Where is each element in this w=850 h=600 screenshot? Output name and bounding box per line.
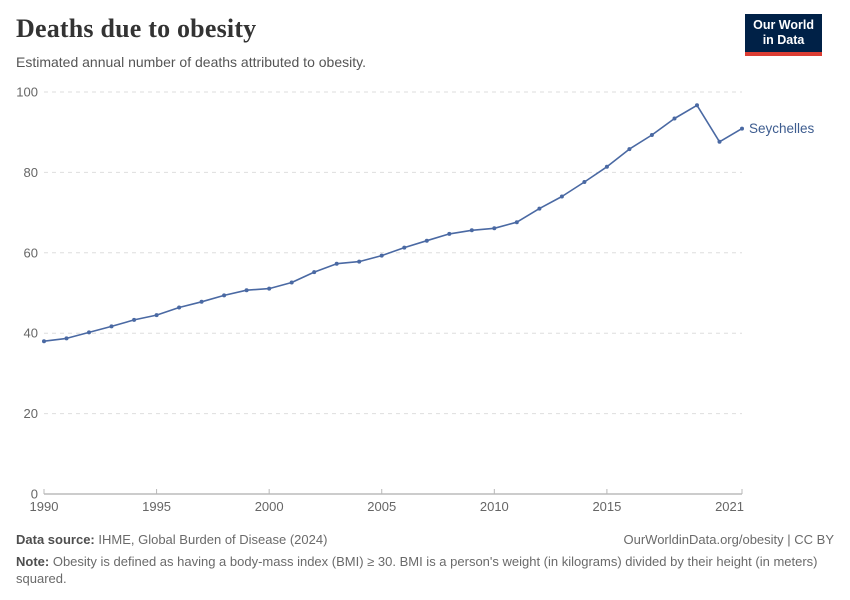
note-text: Obesity is defined as having a body-mass… (16, 553, 818, 587)
data-point-marker (447, 231, 452, 236)
data-point-marker (154, 313, 159, 318)
x-tick-label: 2010 (480, 499, 509, 514)
owid-logo-line2: in Data (762, 33, 805, 48)
y-tick-label: 100 (16, 85, 38, 100)
attribution: OurWorldinData.org/obesity | CC BY (623, 532, 835, 547)
chart-header: Deaths due to obesity Estimated annual n… (16, 14, 834, 71)
y-tick-label: 0 (31, 487, 38, 502)
data-point-marker (740, 126, 744, 131)
y-tick-label: 80 (24, 165, 38, 180)
data-point-marker (695, 103, 699, 108)
x-tick-label: 2000 (255, 499, 284, 514)
owid-logo-line1: Our World (753, 18, 814, 32)
data-source-text: IHME, Global Burden of Disease (2024) (98, 532, 328, 547)
data-point-marker (177, 305, 182, 310)
source-row: Data source: IHME, Global Burden of Dise… (16, 531, 834, 549)
data-point-marker (672, 116, 677, 121)
data-point-marker (582, 180, 587, 184)
data-point-marker (514, 220, 519, 225)
data-point-marker (649, 133, 654, 137)
x-tick-label: 2015 (592, 499, 621, 514)
data-point-marker (627, 147, 632, 152)
data-point-marker (267, 286, 272, 291)
data-point-marker (469, 228, 474, 233)
x-tick-label: 1995 (142, 499, 171, 514)
y-tick-label: 40 (24, 326, 38, 341)
data-point-marker (312, 270, 317, 275)
data-point-marker (357, 259, 362, 264)
data-point-marker (537, 206, 542, 211)
data-point-marker (289, 280, 294, 285)
data-source: Data source: IHME, Global Burden of Dise… (16, 531, 327, 549)
chart-title: Deaths due to obesity (16, 14, 257, 43)
data-point-marker (559, 194, 564, 199)
note: Note: Obesity is defined as having a bod… (16, 553, 834, 588)
x-tick-label: 1990 (30, 499, 59, 514)
data-point-marker (717, 139, 722, 144)
data-point-marker (132, 317, 137, 322)
data-point-marker (87, 330, 91, 335)
owid-logo: Our World in Data (745, 14, 822, 56)
y-tick-label: 60 (24, 245, 38, 260)
note-label: Note: (16, 553, 53, 569)
data-point-marker (379, 253, 384, 258)
x-tick-label: 2005 (367, 499, 396, 514)
data-point-marker (109, 324, 114, 329)
data-source-label: Data source: (16, 532, 99, 547)
series-end-label: Seychelles (749, 121, 815, 136)
data-point-marker (492, 226, 497, 231)
data-point-marker (334, 261, 339, 266)
chart-footer: Data source: IHME, Global Burden of Dise… (16, 531, 834, 588)
data-point-marker (402, 245, 407, 250)
data-point-marker (222, 293, 227, 298)
chart-subtitle: Estimated annual number of deaths attrib… (16, 53, 366, 70)
y-tick-label: 20 (24, 406, 38, 421)
data-point-marker (42, 339, 46, 344)
data-point-marker (64, 336, 69, 341)
x-tick-label: 2021 (715, 499, 744, 514)
data-point-marker (424, 238, 429, 243)
data-point-marker (244, 288, 249, 293)
data-point-marker (604, 164, 609, 169)
series-line (43, 104, 743, 342)
data-point-marker (199, 299, 204, 304)
